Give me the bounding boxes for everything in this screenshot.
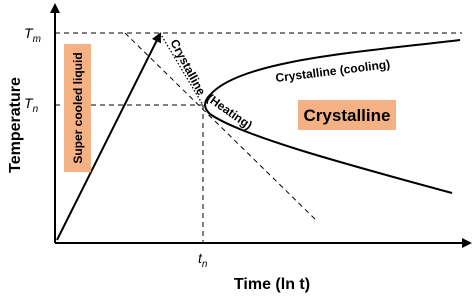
x-axis-label: Time (ln t) [234, 276, 310, 293]
subscript: n [202, 259, 208, 270]
diagonal-dashed [124, 32, 319, 223]
symbol: T [24, 25, 34, 41]
heating-arrow [56, 32, 161, 241]
tn-x-mark: tn [198, 250, 208, 270]
heating-label-top: Crystalline [167, 37, 208, 98]
liquid-box [64, 44, 91, 172]
ttt-curve [204, 39, 461, 194]
tn-mark: Tn [24, 95, 39, 115]
crystalline-box [298, 100, 396, 130]
heating-label-bottom: (Heating) [204, 91, 255, 132]
symbol: T [24, 95, 34, 111]
liquid-label: Super cooled liquid [71, 52, 85, 163]
subscript: n [33, 104, 39, 115]
tm-mark: Tm [24, 25, 41, 45]
symbol: t [198, 250, 203, 266]
y-axis-label: Temperature [7, 77, 24, 173]
crystalline-label: Crystalline [304, 106, 391, 125]
subscript: m [33, 34, 41, 45]
